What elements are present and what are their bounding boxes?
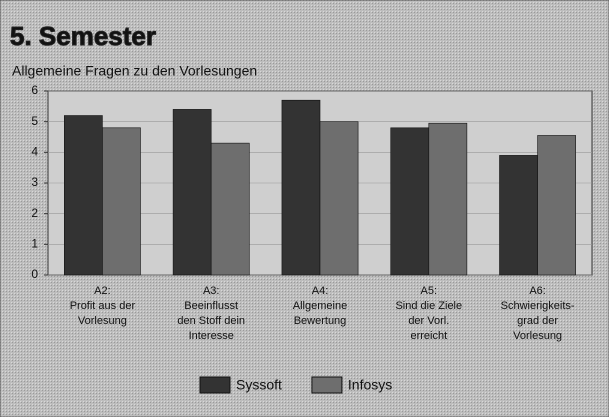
legend-label: Syssoft [236, 377, 282, 393]
x-tick-label: A4: [312, 285, 329, 297]
bar [428, 122, 468, 276]
bar [102, 127, 141, 276]
x-tick-label: den Stoff dein [177, 315, 245, 327]
bar [281, 99, 321, 276]
bar [64, 115, 103, 276]
x-tick-label: A2: [94, 285, 111, 297]
x-tick-label: Schwierigkeits- [501, 300, 575, 312]
x-tick-label: Bewertung [294, 315, 347, 327]
x-tick-label: Beeinflusst [184, 300, 238, 312]
bar [537, 135, 576, 276]
y-tick-label: 4 [31, 145, 38, 159]
x-tick-label: A5: [421, 285, 438, 297]
chart-title: 5. Semester [10, 21, 156, 51]
x-tick-label: Interesse [189, 330, 234, 342]
x-tick-label: Vorlesung [78, 315, 127, 327]
x-tick-label: Profit aus der [70, 300, 136, 312]
x-tick-label: A6: [529, 285, 546, 297]
x-tick-label: Allgemeine [293, 300, 347, 312]
x-tick-label: Sind die Ziele [395, 300, 462, 312]
y-tick-label: 5 [31, 114, 38, 128]
y-tick-label: 1 [31, 237, 38, 251]
x-tick-label: erreicht [410, 330, 447, 342]
y-tick-label: 0 [31, 267, 38, 281]
x-tick-label: Vorlesung [513, 330, 562, 342]
x-tick-label: grad der [517, 315, 558, 327]
y-tick-label: 2 [31, 206, 38, 220]
legend-label: Infosys [348, 377, 392, 393]
chart-subtitle: Allgemeine Fragen zu den Vorlesungen [12, 63, 257, 79]
x-tick-label: A3: [203, 285, 220, 297]
bar [172, 109, 212, 276]
bar [390, 127, 430, 276]
bar [319, 121, 359, 276]
bar [210, 142, 250, 276]
legend-swatch [311, 376, 343, 394]
x-tick-label: der Vorl. [408, 315, 449, 327]
bar [499, 155, 538, 276]
legend-swatch [199, 376, 231, 394]
y-tick-label: 6 [31, 83, 38, 97]
y-tick-label: 3 [31, 175, 38, 189]
